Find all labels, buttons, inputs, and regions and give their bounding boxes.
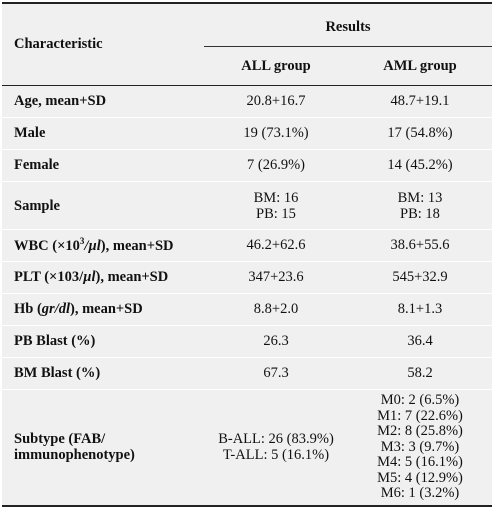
all-value: 347+23.6 [204, 261, 348, 294]
all-value: B-ALL: 26 (83.9%) T-ALL: 5 (16.1%) [204, 389, 348, 506]
row-label: Sample [2, 181, 204, 230]
all-value: 8.8+2.0 [204, 293, 348, 326]
all-value: 46.2+62.6 [204, 229, 348, 262]
table-row: Sample BM: 16 PB: 15 BM: 13 PB: 18 [2, 181, 492, 230]
aml-group-header: AML group [348, 46, 492, 86]
aml-value: 38.6+55.6 [348, 229, 492, 262]
aml-value: 14 (45.2%) [348, 149, 492, 182]
row-label: PLT (×103/µl), mean+SD [2, 261, 204, 294]
b-all-value: B-ALL: 26 (83.9%) [218, 430, 334, 447]
table-row: WBC (×103/µl), mean+SD 46.2+62.6 38.6+55… [2, 229, 492, 262]
table-row: PB Blast (%) 26.3 36.4 [2, 325, 492, 358]
aml-value: 545+32.9 [348, 261, 492, 294]
results-header: Results [204, 3, 492, 47]
row-label: WBC (×103/µl), mean+SD [2, 229, 204, 262]
m2-value: M2: 8 (25.8%) [377, 423, 463, 440]
table-row: PLT (×103/µl), mean+SD 347+23.6 545+32.9 [2, 261, 492, 294]
row-label: Subtype (FAB/ immunophenotype) [2, 389, 204, 506]
all-value: 67.3 [204, 357, 348, 390]
table-row: Hb (gr/dl), mean+SD 8.8+2.0 8.1+1.3 [2, 293, 492, 326]
characteristic-header: Characteristic [2, 3, 204, 86]
aml-value: M0: 2 (6.5%) M1: 7 (22.6%) M2: 8 (25.8%)… [348, 389, 492, 506]
all-value: BM: 16 PB: 15 [204, 181, 348, 230]
m5-value: M5: 4 (12.9%) [377, 469, 463, 486]
aml-sample-bm: BM: 13 [397, 189, 443, 206]
all-group-header: ALL group [204, 46, 348, 86]
row-label: Hb (gr/dl), mean+SD [2, 293, 204, 326]
aml-value: 8.1+1.3 [348, 293, 492, 326]
m4-value: M4: 5 (16.1%) [377, 454, 463, 471]
table-row: Female 7 (26.9%) 14 (45.2%) [2, 149, 492, 182]
row-label: Age, mean+SD [2, 85, 204, 118]
t-all-value: T-ALL: 5 (16.1%) [222, 446, 330, 463]
m6-value: M6: 1 (3.2%) [380, 485, 460, 502]
row-label: Female [2, 149, 204, 182]
row-label: PB Blast (%) [2, 325, 204, 358]
all-value: 20.8+16.7 [204, 85, 348, 118]
table-row: Male 19 (73.1%) 17 (54.8%) [2, 117, 492, 150]
table-row: Subtype (FAB/ immunophenotype) B-ALL: 26… [2, 389, 492, 506]
m1-value: M1: 7 (22.6%) [377, 407, 463, 424]
row-label: Male [2, 117, 204, 150]
aml-value: BM: 13 PB: 18 [348, 181, 492, 230]
aml-value: 17 (54.8%) [348, 117, 492, 150]
all-value: 26.3 [204, 325, 348, 358]
table-row: BM Blast (%) 67.3 58.2 [2, 357, 492, 390]
m3-value: M3: 3 (9.7%) [380, 438, 460, 455]
aml-value: 48.7+19.1 [348, 85, 492, 118]
aml-value: 36.4 [348, 325, 492, 358]
row-label: BM Blast (%) [2, 357, 204, 390]
aml-value: 58.2 [348, 357, 492, 390]
aml-sample-pb: PB: 18 [400, 205, 440, 222]
all-sample-pb: PB: 15 [256, 205, 296, 222]
table-row: Age, mean+SD 20.8+16.7 48.7+19.1 [2, 85, 492, 118]
all-sample-bm: BM: 16 [253, 189, 299, 206]
all-value: 7 (26.9%) [204, 149, 348, 182]
m0-value: M0: 2 (6.5%) [380, 391, 460, 408]
all-value: 19 (73.1%) [204, 117, 348, 150]
